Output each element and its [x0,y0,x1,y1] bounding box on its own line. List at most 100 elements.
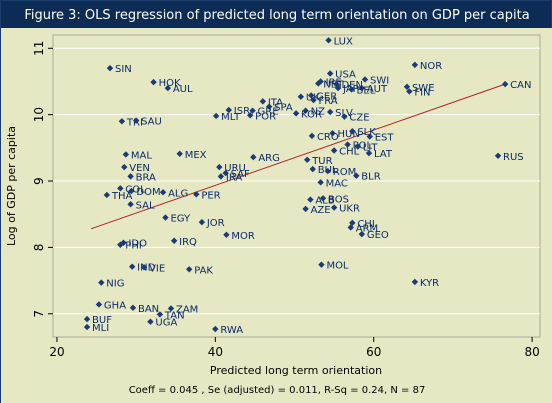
y-tick-label: 7 [32,310,46,318]
data-point-rus [494,152,502,159]
data-point-hun [329,130,336,137]
data-point-per [193,191,200,198]
point-label-hok: HOK [159,78,181,89]
point-label-sau: SAU [141,117,162,128]
y-tick-label: 11 [32,41,46,56]
data-point-kyr [411,278,419,286]
point-label-swi: SWI [370,75,389,86]
data-point-ira [217,173,225,180]
point-label-gha: GHA [104,300,126,311]
data-point-vie [140,264,148,271]
point-label-dom: DOM [136,187,160,198]
data-point-sal [127,201,134,208]
point-label-est: EST [375,133,395,144]
data-point-cro [308,132,316,140]
point-label-uru: URU [224,163,246,174]
point-label-saf: SAF [231,169,250,180]
data-point-gha [95,301,103,308]
data-point-lit [354,143,362,150]
point-label-ger: GER [316,91,337,102]
point-label-arg: ARG [258,153,280,164]
point-label-fra: FRA [319,96,338,107]
data-point-mor [223,231,230,238]
data-point-jor [198,218,206,226]
data-point-ita [259,98,267,105]
data-point-can [501,80,509,88]
point-label-lit: LIT [363,143,379,154]
point-label-arm: ARM [356,223,378,234]
point-label-ban: BAN [138,304,159,315]
point-label-mol: MOL [326,261,348,272]
point-label-bel: BEL [357,85,376,96]
point-label-ita: ITA [268,97,283,108]
data-point-lat [365,149,373,157]
point-label-mlt: MLT [221,112,241,123]
data-point-mlt [212,112,220,120]
data-point-ind [128,263,136,270]
data-point-kor [292,110,300,117]
data-point-mal [122,151,130,158]
data-point-mli [83,323,91,331]
data-point-isr [225,106,232,114]
x-tick-label: 80 [524,345,539,359]
data-point-por [246,112,254,119]
point-label-slk: SLK [357,127,376,138]
point-label-rom: ROM [333,167,356,178]
data-point-buf [83,315,91,323]
data-point-est [366,133,373,140]
point-label-can: CAN [510,80,531,91]
regression-note: Coeff = 0.045 , Se (adjusted) = 0.011, R… [129,385,426,396]
point-label-lux: LUX [334,36,353,47]
point-label-ukr: UKR [339,204,360,215]
point-label-chi: CHI [357,219,374,230]
data-point-col [117,185,124,192]
data-point-bul [309,165,316,173]
point-label-cro: CRO [317,132,339,143]
data-point-zam [167,305,175,312]
data-point-blr [353,172,360,179]
point-label-aut: AUT [367,84,388,95]
point-label-spa: SPA [274,103,293,114]
data-point-jap [334,84,342,92]
point-label-kyr: KYR [420,278,439,289]
point-label-phi: PHI [125,241,142,252]
data-point-rwa [212,325,219,333]
point-label-fin: FIN [414,87,430,98]
data-point-chl [330,147,338,154]
point-label-blr: BLR [361,172,380,183]
point-label-chl: CHL [339,146,360,157]
x-tick-label: 20 [49,345,64,359]
data-point-slk [349,128,356,135]
point-label-mex: MEX [185,150,207,161]
point-label-mac: MAC [326,178,348,189]
data-point-aul [164,84,172,92]
fit-line-group [90,83,506,230]
point-label-nz: NZ [311,107,325,118]
data-point-pak [186,266,193,273]
point-label-col: COL [125,184,146,195]
point-label-sin: SIN [115,64,132,75]
point-label-irq: IRQ [179,237,197,248]
data-point-alg [159,189,167,196]
point-label-usa: USA [335,69,356,80]
data-point-uk [297,93,305,100]
point-label-tan: TAN [164,310,185,321]
point-label-geo: GEO [367,230,389,241]
data-points: LUXSINNORHOKAULUSAIRENETDENAUTSWIJAPBELS… [83,36,531,336]
y-tick-label: 9 [32,177,46,185]
point-label-por: POR [255,111,276,122]
data-point-tan [156,311,164,318]
point-label-net: NET [323,79,344,90]
point-label-buf: BUF [92,315,112,326]
x-axis-label: Predicted long term orientation [210,364,382,377]
data-point-slv [326,108,334,116]
data-point-arg [250,153,257,161]
grid-lines [53,47,540,315]
data-point-nz [302,107,309,114]
point-label-ido: IDO [128,239,147,250]
point-label-mor: MOR [231,231,254,242]
y-tick-label: 10 [32,107,46,122]
plot-area [52,34,541,338]
point-label-mli: MLI [92,323,109,334]
